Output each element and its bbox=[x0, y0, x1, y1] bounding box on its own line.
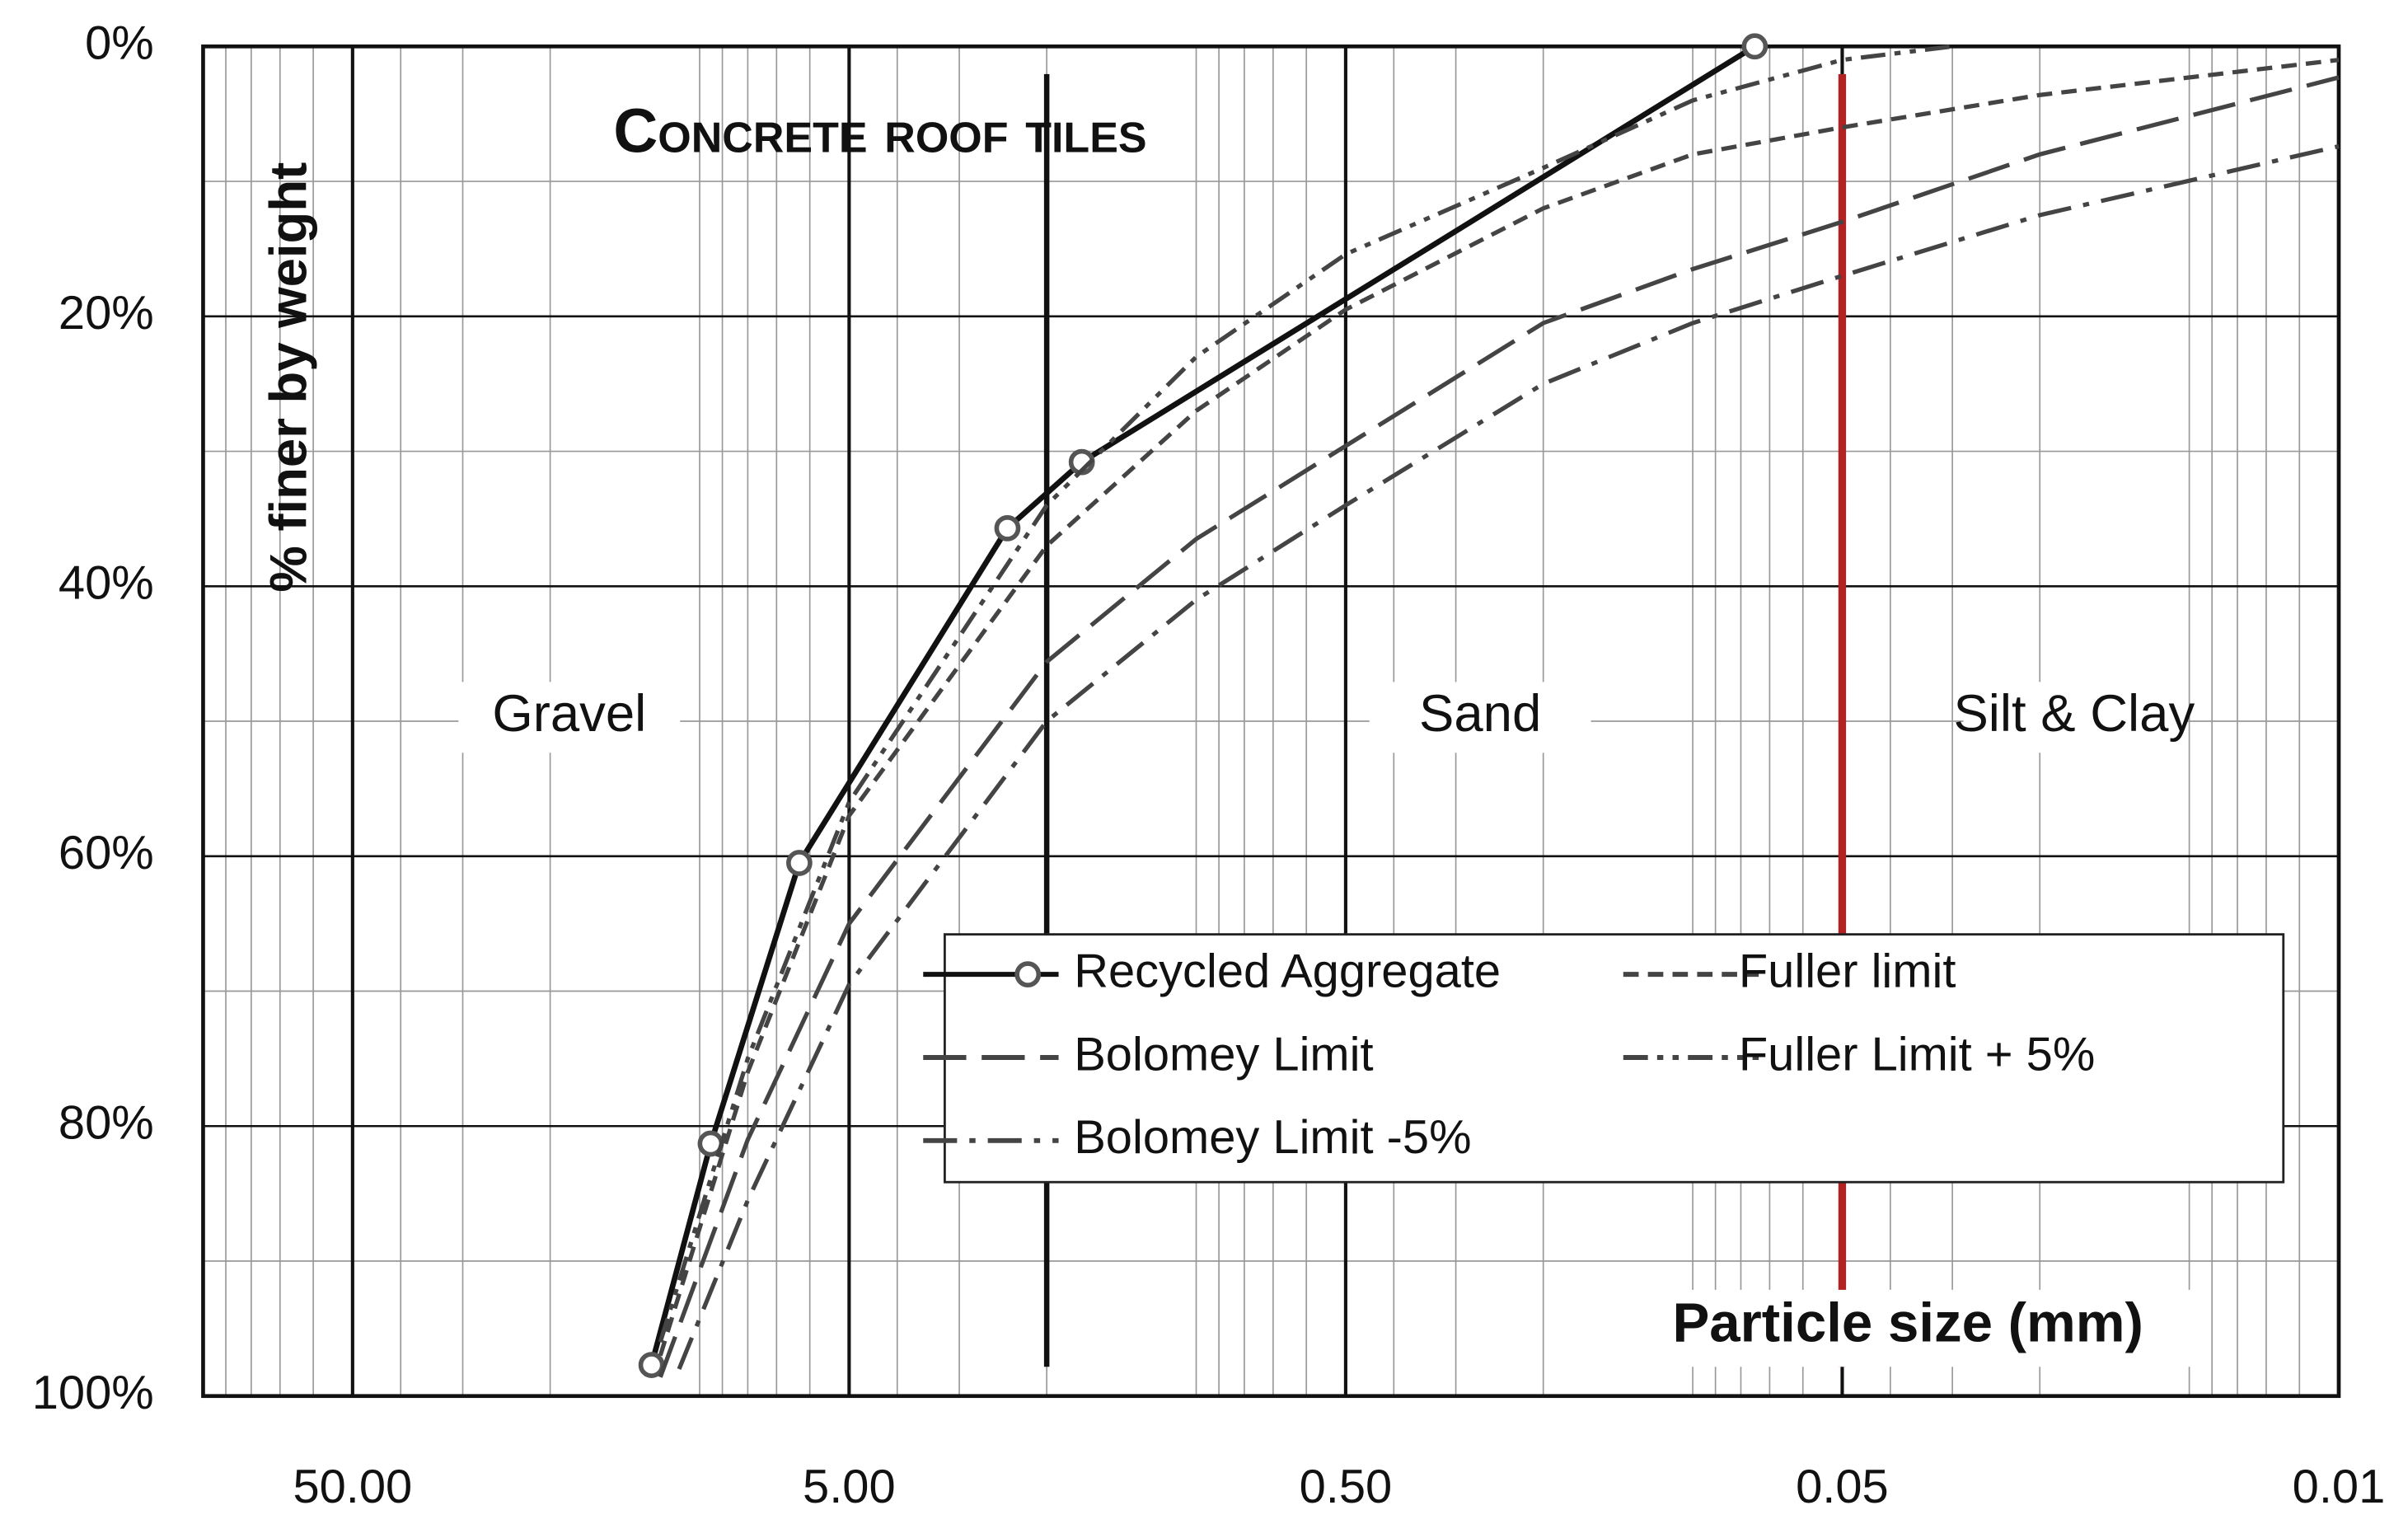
x-tick-label: 5.00 bbox=[803, 1461, 896, 1513]
x-axis-label: Particle size (mm) bbox=[1672, 1292, 2143, 1353]
chart-title: Concrete roof tiles bbox=[613, 96, 1146, 165]
legend-label: Fuller limit bbox=[1739, 945, 1956, 997]
legend-marker bbox=[1014, 961, 1042, 988]
legend-box bbox=[943, 933, 2285, 1184]
data-point bbox=[638, 1352, 665, 1378]
data-point bbox=[994, 514, 1021, 542]
x-tick-label: 0.50 bbox=[1300, 1461, 1393, 1513]
legend-label: Bolomey Limit -5% bbox=[1074, 1111, 1471, 1164]
zone-label-bg bbox=[1963, 682, 2185, 753]
y-tick-label: 100% bbox=[32, 1367, 154, 1419]
x-tick-label: 0.01 bbox=[2293, 1461, 2386, 1513]
y-tick-label: 60% bbox=[59, 827, 154, 879]
data-point bbox=[1741, 33, 1769, 60]
zone-label: Silt & Clay bbox=[1953, 685, 2195, 743]
x-tick-label: 50.00 bbox=[293, 1461, 412, 1513]
series-line bbox=[677, 143, 2340, 1370]
zone-label: Gravel bbox=[492, 685, 646, 743]
series-line bbox=[649, 44, 1757, 1366]
legend-label: Bolomey Limit bbox=[1074, 1028, 1373, 1081]
series-line bbox=[658, 58, 2340, 1357]
series-line bbox=[658, 44, 1953, 1343]
x-axis-label-bg bbox=[1619, 1289, 2198, 1367]
y-axis-label: % finer by weight bbox=[260, 162, 318, 593]
y-tick-label: 80% bbox=[59, 1097, 154, 1150]
plot-frame bbox=[201, 44, 2341, 1399]
y-tick-label: 0% bbox=[85, 17, 154, 70]
x-tick-label: 0.05 bbox=[1796, 1461, 1889, 1513]
plot-marks: Gravel Sand Silt & Clay Recycled Aggregate F… bbox=[458, 33, 2340, 1378]
y-tick-label: 20% bbox=[59, 287, 154, 340]
zone-label: Sand bbox=[1419, 685, 1541, 743]
series-line bbox=[658, 75, 2340, 1378]
legend-label: Recycled Aggregate bbox=[1074, 945, 1501, 997]
zone-label-bg bbox=[1369, 682, 1591, 753]
legend-label: Fuller Limit + 5% bbox=[1739, 1028, 2095, 1081]
y-tick-label: 40% bbox=[59, 557, 154, 610]
zone-label-bg bbox=[458, 682, 681, 753]
data-point bbox=[786, 850, 813, 876]
